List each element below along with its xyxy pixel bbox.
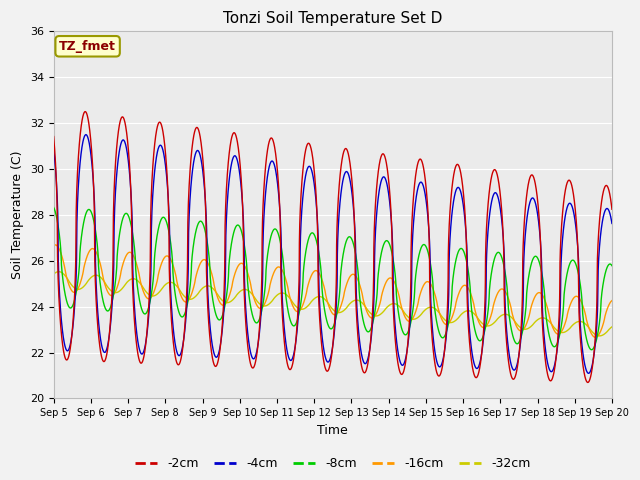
X-axis label: Time: Time [317, 424, 348, 437]
Text: TZ_fmet: TZ_fmet [59, 40, 116, 53]
Legend: -2cm, -4cm, -8cm, -16cm, -32cm: -2cm, -4cm, -8cm, -16cm, -32cm [130, 452, 536, 475]
Title: Tonzi Soil Temperature Set D: Tonzi Soil Temperature Set D [223, 11, 442, 26]
Y-axis label: Soil Temperature (C): Soil Temperature (C) [11, 151, 24, 279]
